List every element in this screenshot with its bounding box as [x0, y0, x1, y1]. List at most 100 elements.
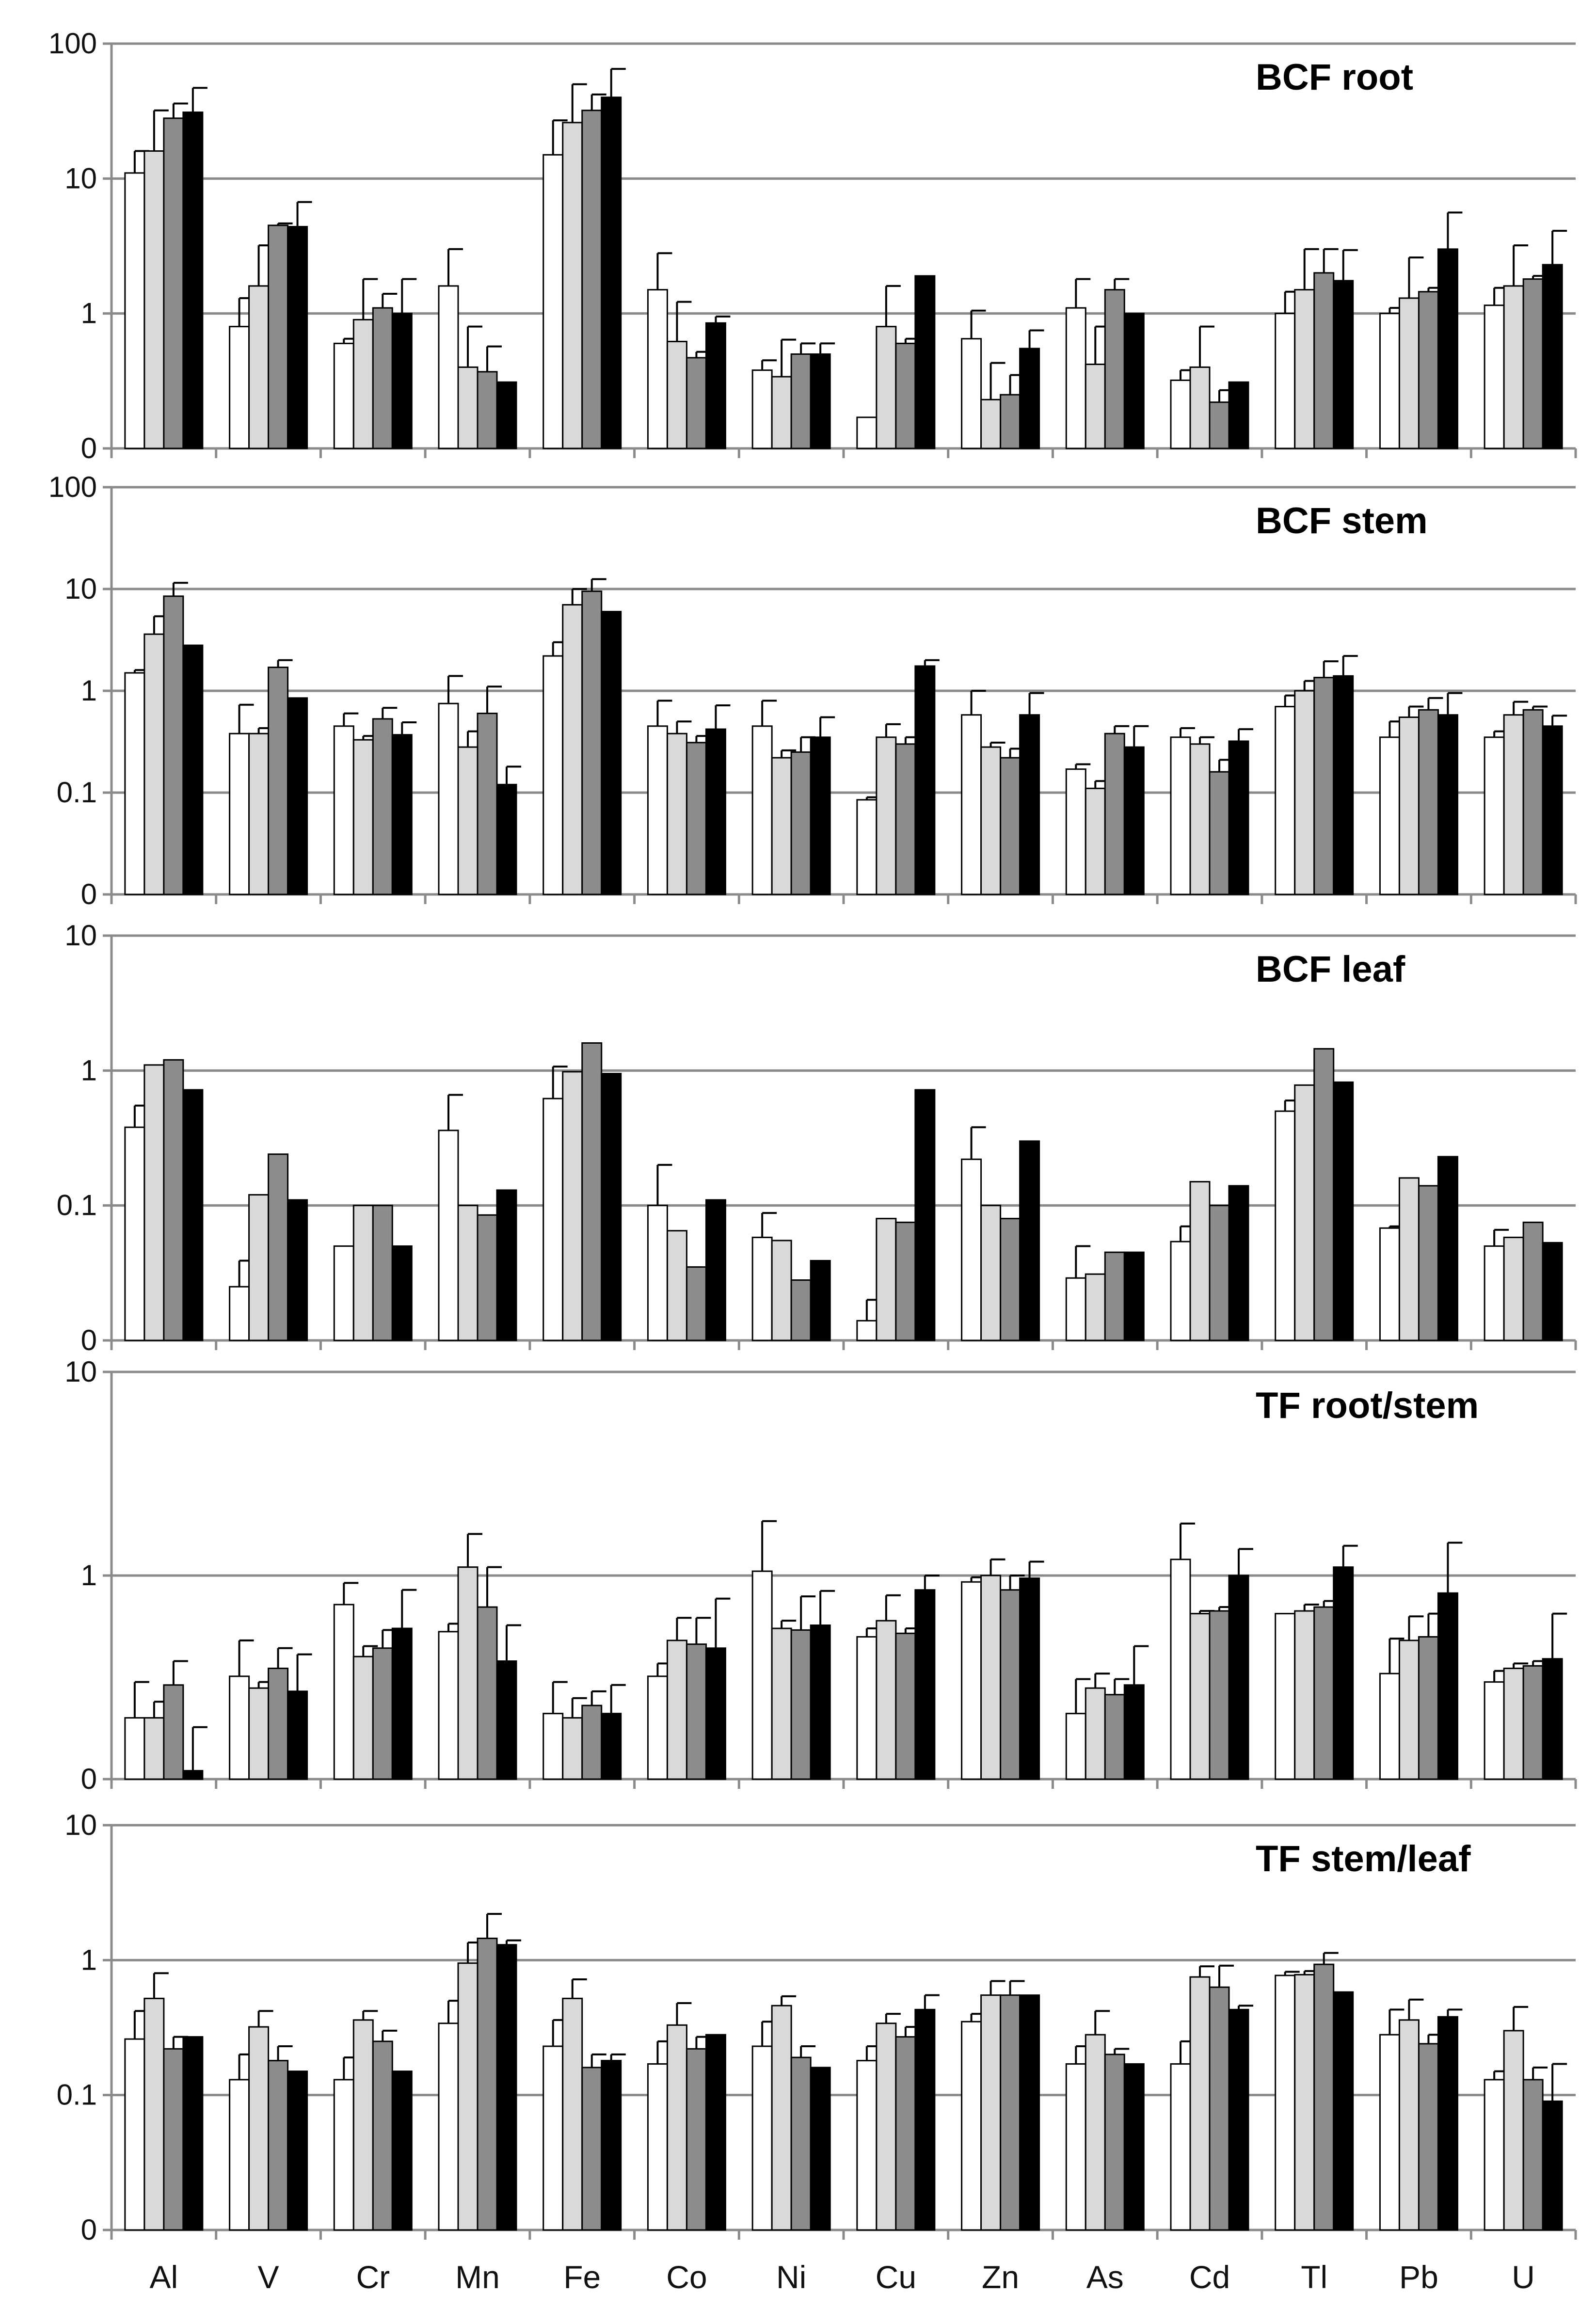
- bar-ni-series-2: [771, 2005, 792, 2231]
- bar-al-series-4: [182, 2036, 204, 2231]
- bar-zn-series-2: [980, 1575, 1002, 1780]
- bar-pb-series-4: [1437, 1156, 1458, 1341]
- bar-v-series-1: [229, 733, 250, 895]
- bar-co-series-3: [686, 1266, 707, 1341]
- bar-cu-series-4: [914, 1089, 936, 1341]
- bar-v-series-1: [229, 326, 250, 449]
- bar-fe-series-2: [562, 1997, 583, 2231]
- bar-cu-series-3: [895, 342, 916, 449]
- bar-zn-series-2: [980, 1994, 1002, 2231]
- bar-fe-series-4: [601, 611, 622, 895]
- bar-cu-series-1: [856, 1320, 878, 1341]
- bar-as-series-3: [1104, 1251, 1125, 1341]
- bar-mn-series-4: [496, 783, 517, 895]
- bar-co-series-4: [705, 1199, 726, 1341]
- bar-as-series-3: [1104, 1694, 1125, 1780]
- bar-al-series-1: [124, 1717, 145, 1780]
- bar-co-series-4: [705, 728, 726, 895]
- bar-v-series-2: [248, 1194, 270, 1341]
- bar-al-series-1: [124, 1126, 145, 1341]
- bar-u-series-1: [1484, 2079, 1505, 2231]
- bar-al-series-4: [182, 644, 204, 895]
- bar-ni-series-4: [810, 1624, 831, 1780]
- bar-as-series-1: [1065, 307, 1086, 449]
- bar-pb-series-1: [1379, 1672, 1400, 1780]
- bar-cr-series-3: [372, 1205, 393, 1341]
- bar-u-series-4: [1542, 725, 1563, 895]
- bar-cr-series-3: [372, 1647, 393, 1780]
- bar-as-series-2: [1085, 2034, 1106, 2231]
- bar-mn-series-2: [457, 746, 479, 895]
- bar-cr-series-4: [391, 2070, 413, 2231]
- y-tick-label: 0: [81, 1324, 97, 1356]
- bar-fe-series-1: [543, 1713, 564, 1780]
- bar-co-series-3: [686, 742, 707, 895]
- bar-tl-series-4: [1333, 1081, 1354, 1341]
- bar-al-series-1: [124, 172, 145, 449]
- bar-u-series-1: [1484, 1245, 1505, 1341]
- bar-u-series-1: [1484, 304, 1505, 449]
- bar-fe-series-1: [543, 2045, 564, 2231]
- bar-al-series-3: [163, 1059, 184, 1341]
- bar-u-series-2: [1503, 1237, 1524, 1341]
- category-label-tl: Tl: [1301, 2259, 1327, 2295]
- y-tick-label: 10: [64, 1355, 97, 1388]
- bar-v-series-4: [287, 1199, 308, 1341]
- bar-as-series-1: [1065, 1713, 1086, 1780]
- category-label-cu: Cu: [876, 2259, 916, 2295]
- y-tick-label: 1: [81, 674, 97, 707]
- bar-ni-series-3: [790, 1279, 812, 1341]
- bar-cu-series-4: [914, 665, 936, 895]
- bar-tl-series-3: [1313, 1048, 1335, 1341]
- bar-co-series-4: [705, 322, 726, 449]
- bar-v-series-4: [287, 1690, 308, 1780]
- bar-co-series-1: [647, 725, 668, 895]
- panel-1: 100 10 1 0.1 0 BCF stem: [48, 471, 1577, 910]
- bar-al-series-3: [163, 117, 184, 449]
- bar-zn-series-3: [1000, 757, 1021, 895]
- bar-u-series-3: [1522, 709, 1544, 895]
- bar-cr-series-1: [333, 1604, 354, 1780]
- bar-v-series-3: [268, 1667, 289, 1780]
- bar-fe-series-4: [601, 2060, 622, 2231]
- bar-cd-series-2: [1189, 1613, 1211, 1780]
- bar-ni-series-1: [751, 1570, 773, 1780]
- bar-co-series-3: [686, 1643, 707, 1780]
- y-tick-label: 1: [81, 1559, 97, 1592]
- bar-mn-series-1: [438, 702, 459, 895]
- bar-ni-series-3: [790, 353, 812, 449]
- bar-pb-series-3: [1418, 2043, 1439, 2231]
- bar-mn-series-3: [477, 713, 498, 895]
- bar-co-series-2: [666, 733, 687, 895]
- y-tick-label: 0.1: [57, 2079, 97, 2111]
- y-tick-label: 0: [81, 2213, 97, 2246]
- bar-pb-series-2: [1398, 1640, 1420, 1780]
- bar-tl-series-2: [1294, 1084, 1315, 1341]
- bar-fe-series-2: [562, 604, 583, 895]
- y-tick-label: 10: [64, 919, 97, 952]
- bar-ni-series-2: [771, 1240, 792, 1341]
- bar-al-series-2: [144, 1717, 165, 1780]
- bar-mn-series-4: [496, 1944, 517, 2231]
- bar-cd-series-1: [1170, 1559, 1191, 1780]
- bar-cu-series-1: [856, 799, 878, 895]
- bar-pb-series-3: [1418, 291, 1439, 449]
- panel-title: BCF leaf: [1256, 949, 1405, 990]
- bar-fe-series-3: [581, 1042, 603, 1341]
- bar-tl-series-4: [1333, 280, 1354, 449]
- bar-al-series-2: [144, 1997, 165, 2231]
- bar-ni-series-3: [790, 1629, 812, 1780]
- bar-al-series-4: [182, 1089, 204, 1341]
- bar-u-series-4: [1542, 2100, 1563, 2231]
- bar-zn-series-1: [961, 1581, 982, 1780]
- bar-cd-series-4: [1228, 1185, 1249, 1341]
- bar-tl-series-1: [1275, 1975, 1296, 2231]
- bar-cd-series-2: [1189, 1976, 1211, 2231]
- bar-as-series-4: [1123, 313, 1145, 449]
- bar-al-series-3: [163, 595, 184, 895]
- bar-pb-series-4: [1437, 248, 1458, 449]
- bar-zn-series-3: [1000, 394, 1021, 449]
